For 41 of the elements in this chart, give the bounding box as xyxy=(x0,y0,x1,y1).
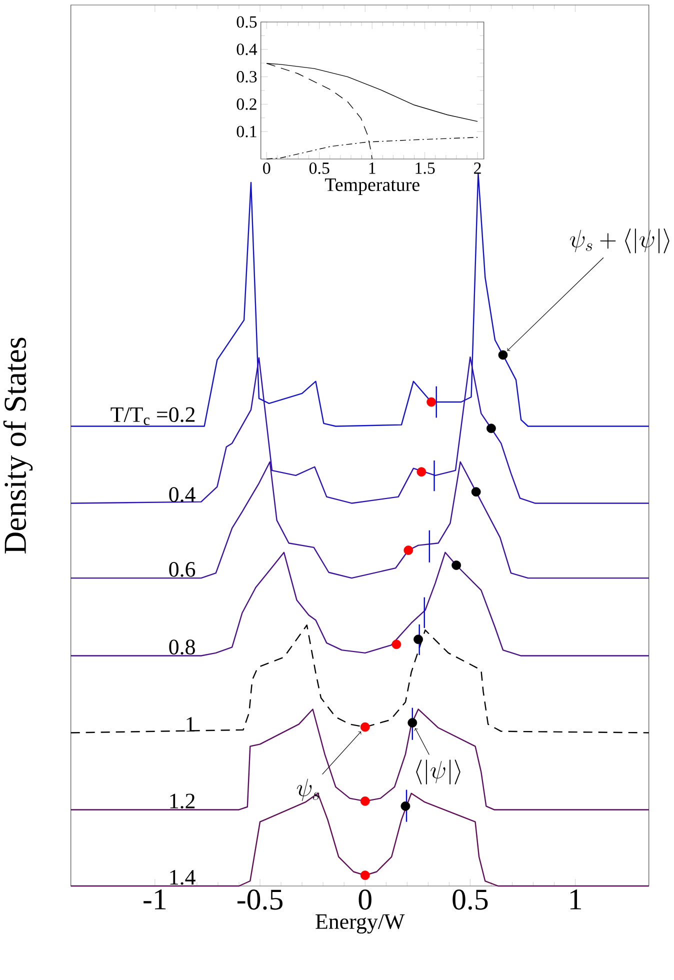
y-tick-label: 0.1 xyxy=(236,126,256,138)
series-label: 1 xyxy=(186,717,194,732)
series-label: 0.4 xyxy=(169,487,196,502)
x-tick-label: 0 xyxy=(263,162,270,174)
x-axis-title: Temperature xyxy=(324,178,420,195)
y-tick-label: 0.5 xyxy=(236,16,257,28)
point xyxy=(360,796,370,806)
point xyxy=(404,546,414,555)
point xyxy=(408,718,418,728)
y-tick-label: 0.3 xyxy=(236,71,257,83)
y-axis-title: Density of States xyxy=(3,338,33,554)
series-label: 1.4 xyxy=(170,870,196,885)
point xyxy=(360,722,370,732)
point xyxy=(426,397,436,407)
point xyxy=(486,424,496,434)
x-tick-label: 1 xyxy=(570,890,581,910)
x-tick-label: -1 xyxy=(144,890,166,910)
y-tick-label: 0.4 xyxy=(236,44,258,56)
x-tick-label: -0.5 xyxy=(237,890,282,910)
x-tick-label: 0.5 xyxy=(452,890,488,910)
series-label: 0.6 xyxy=(169,562,196,577)
point xyxy=(414,634,423,644)
point xyxy=(471,487,481,497)
point xyxy=(400,801,410,811)
x-axis-title: Energy/W xyxy=(316,914,405,934)
series-label: 0.8 xyxy=(169,640,195,655)
x-tick-label: 1.5 xyxy=(416,162,435,174)
series-label: T/T$_{c}$ =0.2 xyxy=(110,407,195,426)
series-label: 1.2 xyxy=(170,794,195,809)
point xyxy=(360,870,370,880)
y-tick-label: 0.2 xyxy=(236,98,256,110)
x-tick-label: 2 xyxy=(474,162,481,174)
point xyxy=(392,640,402,650)
point xyxy=(452,560,461,570)
annotation: $\psi_s$ xyxy=(296,778,320,802)
x-tick-label: 1 xyxy=(369,162,376,174)
point xyxy=(498,350,508,360)
point xyxy=(416,467,426,477)
annotation: $\langle|\psi|\rangle$ xyxy=(416,760,460,784)
x-tick-label: 0 xyxy=(358,890,372,910)
x-tick-label: 0.5 xyxy=(309,162,330,174)
